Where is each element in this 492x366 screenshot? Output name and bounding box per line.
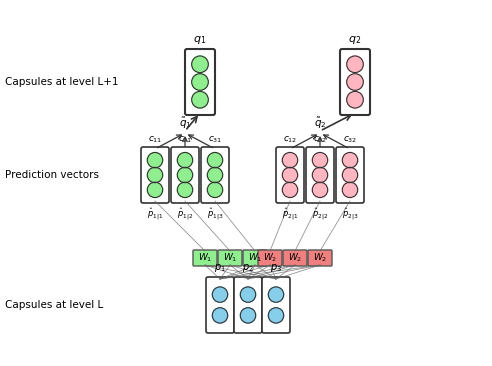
- Circle shape: [213, 308, 228, 323]
- Text: $W_1$: $W_1$: [248, 252, 262, 264]
- FancyBboxPatch shape: [243, 250, 267, 266]
- Circle shape: [342, 167, 358, 183]
- Text: Prediction vectors: Prediction vectors: [5, 170, 99, 180]
- Circle shape: [268, 308, 284, 323]
- Text: $\hat{p}_{2|1}$: $\hat{p}_{2|1}$: [282, 206, 298, 222]
- Text: $\tilde{q}_2$: $\tilde{q}_2$: [314, 116, 326, 131]
- Text: $W_2$: $W_2$: [313, 252, 327, 264]
- Text: $\hat{p}_{1|3}$: $\hat{p}_{1|3}$: [207, 206, 223, 222]
- Text: $\tilde{q}_1$: $\tilde{q}_1$: [179, 116, 191, 131]
- FancyBboxPatch shape: [218, 250, 242, 266]
- Circle shape: [282, 167, 298, 183]
- Circle shape: [177, 153, 193, 168]
- Circle shape: [177, 167, 193, 183]
- Circle shape: [312, 167, 328, 183]
- Text: $c_{21}$: $c_{21}$: [178, 134, 192, 145]
- Text: $q_1$: $q_1$: [193, 34, 207, 46]
- Circle shape: [207, 153, 223, 168]
- Circle shape: [268, 287, 284, 302]
- Text: $c_{12}$: $c_{12}$: [283, 134, 297, 145]
- Text: $W_2$: $W_2$: [263, 252, 277, 264]
- Circle shape: [213, 287, 228, 302]
- Text: $\hat{p}_{1|1}$: $\hat{p}_{1|1}$: [147, 206, 163, 222]
- Text: $\hat{p}_{1|2}$: $\hat{p}_{1|2}$: [177, 206, 193, 222]
- FancyBboxPatch shape: [336, 147, 364, 203]
- Circle shape: [177, 182, 193, 198]
- Text: $\hat{p}_{2|2}$: $\hat{p}_{2|2}$: [312, 206, 328, 222]
- Text: $c_{32}$: $c_{32}$: [343, 134, 357, 145]
- Circle shape: [347, 56, 363, 72]
- Text: $c_{11}$: $c_{11}$: [148, 134, 162, 145]
- Circle shape: [147, 167, 163, 183]
- Circle shape: [147, 182, 163, 198]
- FancyBboxPatch shape: [308, 250, 332, 266]
- Circle shape: [312, 182, 328, 198]
- FancyBboxPatch shape: [193, 250, 217, 266]
- FancyBboxPatch shape: [276, 147, 304, 203]
- Text: $p_3$: $p_3$: [270, 262, 282, 274]
- Text: $p_2$: $p_2$: [242, 262, 254, 274]
- Text: $W_1$: $W_1$: [223, 252, 237, 264]
- FancyBboxPatch shape: [201, 147, 229, 203]
- Circle shape: [282, 182, 298, 198]
- Circle shape: [192, 74, 208, 90]
- Circle shape: [207, 182, 223, 198]
- Circle shape: [192, 92, 208, 108]
- Circle shape: [342, 182, 358, 198]
- Circle shape: [240, 287, 256, 302]
- FancyBboxPatch shape: [185, 49, 215, 115]
- FancyBboxPatch shape: [141, 147, 169, 203]
- Text: $q_2$: $q_2$: [348, 34, 362, 46]
- Text: $c_{31}$: $c_{31}$: [208, 134, 222, 145]
- FancyBboxPatch shape: [306, 147, 334, 203]
- Circle shape: [240, 308, 256, 323]
- Text: $W_1$: $W_1$: [198, 252, 212, 264]
- Circle shape: [147, 153, 163, 168]
- FancyBboxPatch shape: [234, 277, 262, 333]
- Circle shape: [342, 153, 358, 168]
- Circle shape: [347, 74, 363, 90]
- FancyBboxPatch shape: [283, 250, 307, 266]
- FancyBboxPatch shape: [340, 49, 370, 115]
- Text: $\hat{p}_{2|3}$: $\hat{p}_{2|3}$: [342, 206, 358, 222]
- Text: $p_1$: $p_1$: [214, 262, 226, 274]
- FancyBboxPatch shape: [258, 250, 282, 266]
- FancyBboxPatch shape: [171, 147, 199, 203]
- Text: $c_{22}$: $c_{22}$: [313, 134, 327, 145]
- FancyBboxPatch shape: [206, 277, 234, 333]
- Circle shape: [192, 56, 208, 72]
- Text: $W_2$: $W_2$: [288, 252, 302, 264]
- Text: Capsules at level L+1: Capsules at level L+1: [5, 77, 119, 87]
- Circle shape: [207, 167, 223, 183]
- FancyBboxPatch shape: [262, 277, 290, 333]
- Circle shape: [282, 153, 298, 168]
- Circle shape: [347, 92, 363, 108]
- Text: Capsules at level L: Capsules at level L: [5, 300, 103, 310]
- Circle shape: [312, 153, 328, 168]
